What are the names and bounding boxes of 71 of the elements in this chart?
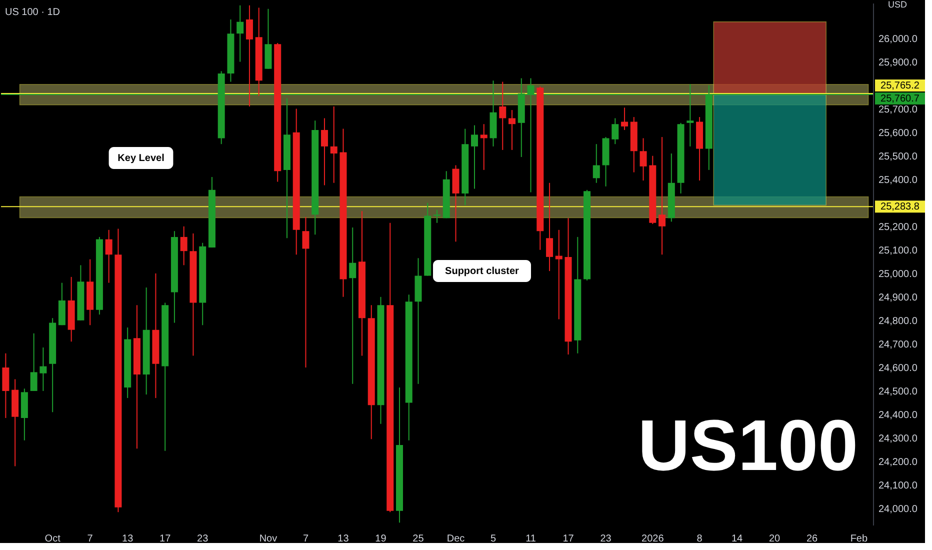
x-tick-label: Feb xyxy=(850,534,868,544)
candlestick xyxy=(612,118,619,145)
candlestick xyxy=(40,346,47,392)
x-tick-label: 17 xyxy=(160,534,172,544)
y-tick-label: 24,500.0 xyxy=(878,386,918,398)
x-tick-label: 7 xyxy=(87,534,94,544)
candlestick xyxy=(434,209,440,224)
y-tick-label: 25,000.0 xyxy=(878,268,918,280)
y-tick-label: 24,300.0 xyxy=(878,434,918,444)
candlestick xyxy=(180,226,188,266)
x-tick-label: 23 xyxy=(197,534,209,544)
y-axis-title: USD xyxy=(888,0,908,10)
y-tick-label: 24,200.0 xyxy=(878,457,918,468)
x-tick-label: Nov xyxy=(259,534,278,544)
y-tick-label: 24,000.0 xyxy=(878,504,918,516)
x-tick-label: 13 xyxy=(122,534,134,544)
candlestick xyxy=(658,136,666,256)
x-tick-label: 26 xyxy=(806,534,818,544)
y-tick-label: 25,600.0 xyxy=(878,128,918,139)
y-tick-label: 24,800.0 xyxy=(878,316,918,327)
candlestick xyxy=(246,4,253,107)
y-tick-label: 26,000.0 xyxy=(878,34,918,45)
y-tick-label: 25,500.0 xyxy=(878,151,918,162)
x-tick-label: 17 xyxy=(562,534,574,544)
annotation: Support cluster xyxy=(445,266,520,277)
y-tick-label: 24,600.0 xyxy=(878,362,918,374)
y-tick-label: 25,700.0 xyxy=(878,104,918,116)
ref-line-label: 25,765.2 xyxy=(880,80,920,92)
y-tick-label: 24,900.0 xyxy=(878,292,918,304)
candlestick xyxy=(499,81,506,150)
y-tick-label: 24,700.0 xyxy=(878,339,918,350)
y-tick-label: 25,400.0 xyxy=(878,174,918,186)
ref-line-label: 25,760.7 xyxy=(880,94,920,105)
x-tick-label: 25 xyxy=(412,534,424,544)
x-tick-label: 13 xyxy=(338,534,350,544)
chart-title: US 100 · 1D xyxy=(5,7,60,18)
candlestick xyxy=(546,182,554,272)
candlestick xyxy=(236,4,244,62)
x-tick-label: 14 xyxy=(731,534,744,544)
candlestick xyxy=(621,107,628,130)
x-tick-label: 2026 xyxy=(642,534,664,544)
candlestick xyxy=(592,144,600,184)
annotation: Key Level xyxy=(118,153,165,164)
x-tick-label: 5 xyxy=(490,534,496,544)
candlestick xyxy=(30,332,38,392)
x-tick-label: 20 xyxy=(768,534,781,544)
candlestick xyxy=(349,227,356,384)
annotation: US100 xyxy=(638,406,858,486)
y-tick-label: 25,900.0 xyxy=(878,57,918,68)
x-tick-label: Oct xyxy=(44,534,61,544)
y-tick-label: 25,100.0 xyxy=(878,245,918,256)
y-tick-label: 24,400.0 xyxy=(878,410,918,421)
candlestick xyxy=(480,124,488,170)
x-tick-label: Dec xyxy=(446,534,465,544)
y-tick-label: 25,200.0 xyxy=(878,222,918,233)
y-tick-label: 24,100.0 xyxy=(878,480,918,492)
candlestick xyxy=(2,352,10,419)
candlestick xyxy=(105,229,112,284)
candlestick xyxy=(302,216,310,368)
candlestick xyxy=(508,109,516,150)
candlestick xyxy=(640,138,647,182)
candlestick xyxy=(330,106,338,184)
candlestick xyxy=(555,229,562,320)
x-tick-label: 23 xyxy=(600,534,612,544)
x-tick-label: 19 xyxy=(375,534,387,544)
x-tick-label: 11 xyxy=(526,534,536,544)
x-tick-label: 7 xyxy=(302,534,309,544)
ref-line-label: 25,283.8 xyxy=(880,202,920,213)
x-tick-label: 8 xyxy=(696,534,703,544)
candlestick xyxy=(320,118,328,186)
candlestick xyxy=(471,124,478,190)
